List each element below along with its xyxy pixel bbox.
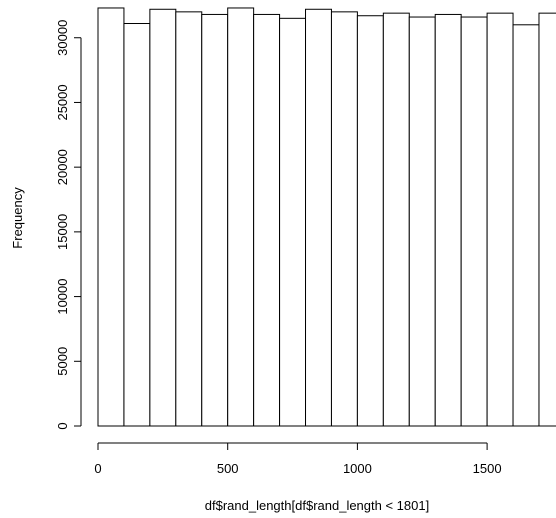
histogram-bar: [305, 8, 332, 427]
histogram-bar: [279, 17, 307, 427]
x-axis-label: df$rand_length[df$rand_length < 1801]: [205, 498, 429, 513]
histogram-bar: [227, 7, 255, 427]
histogram-bar: [408, 16, 436, 427]
y-tick-label: 0: [55, 422, 70, 429]
y-tick-label: 25000: [55, 84, 70, 120]
histogram-bar: [486, 12, 514, 427]
histogram-bar: [382, 12, 410, 427]
histogram-bar: [538, 12, 556, 427]
histogram-bar: [149, 8, 177, 427]
y-axis-label: Frequency: [10, 187, 25, 249]
y-tick-label: 30000: [55, 20, 70, 56]
y-tick-label: 5000: [55, 347, 70, 376]
y-axis: 0 5000 10000 15000 20000 25000 30000: [55, 20, 82, 430]
histogram-bar: [330, 11, 358, 427]
x-tick-label: 500: [217, 461, 239, 476]
histogram-bar: [253, 13, 281, 427]
histogram-bar: [512, 24, 540, 427]
y-tick-label: 20000: [55, 149, 70, 185]
x-axis: 0 500 1000 1500: [94, 442, 502, 476]
histogram-bar: [356, 15, 384, 427]
histogram-bar: [460, 16, 488, 427]
x-tick-label: 1500: [473, 461, 502, 476]
histogram-bar: [97, 7, 125, 427]
histogram-bar: [201, 13, 229, 427]
x-tick-label: 0: [94, 461, 101, 476]
histogram-bar: [434, 13, 462, 427]
histogram-bars: [97, 7, 556, 427]
histogram-bar: [175, 11, 203, 427]
y-tick-label: 15000: [55, 214, 70, 250]
y-tick-label: 10000: [55, 279, 70, 315]
histogram-bar: [123, 23, 151, 427]
x-tick-label: 1000: [343, 461, 372, 476]
